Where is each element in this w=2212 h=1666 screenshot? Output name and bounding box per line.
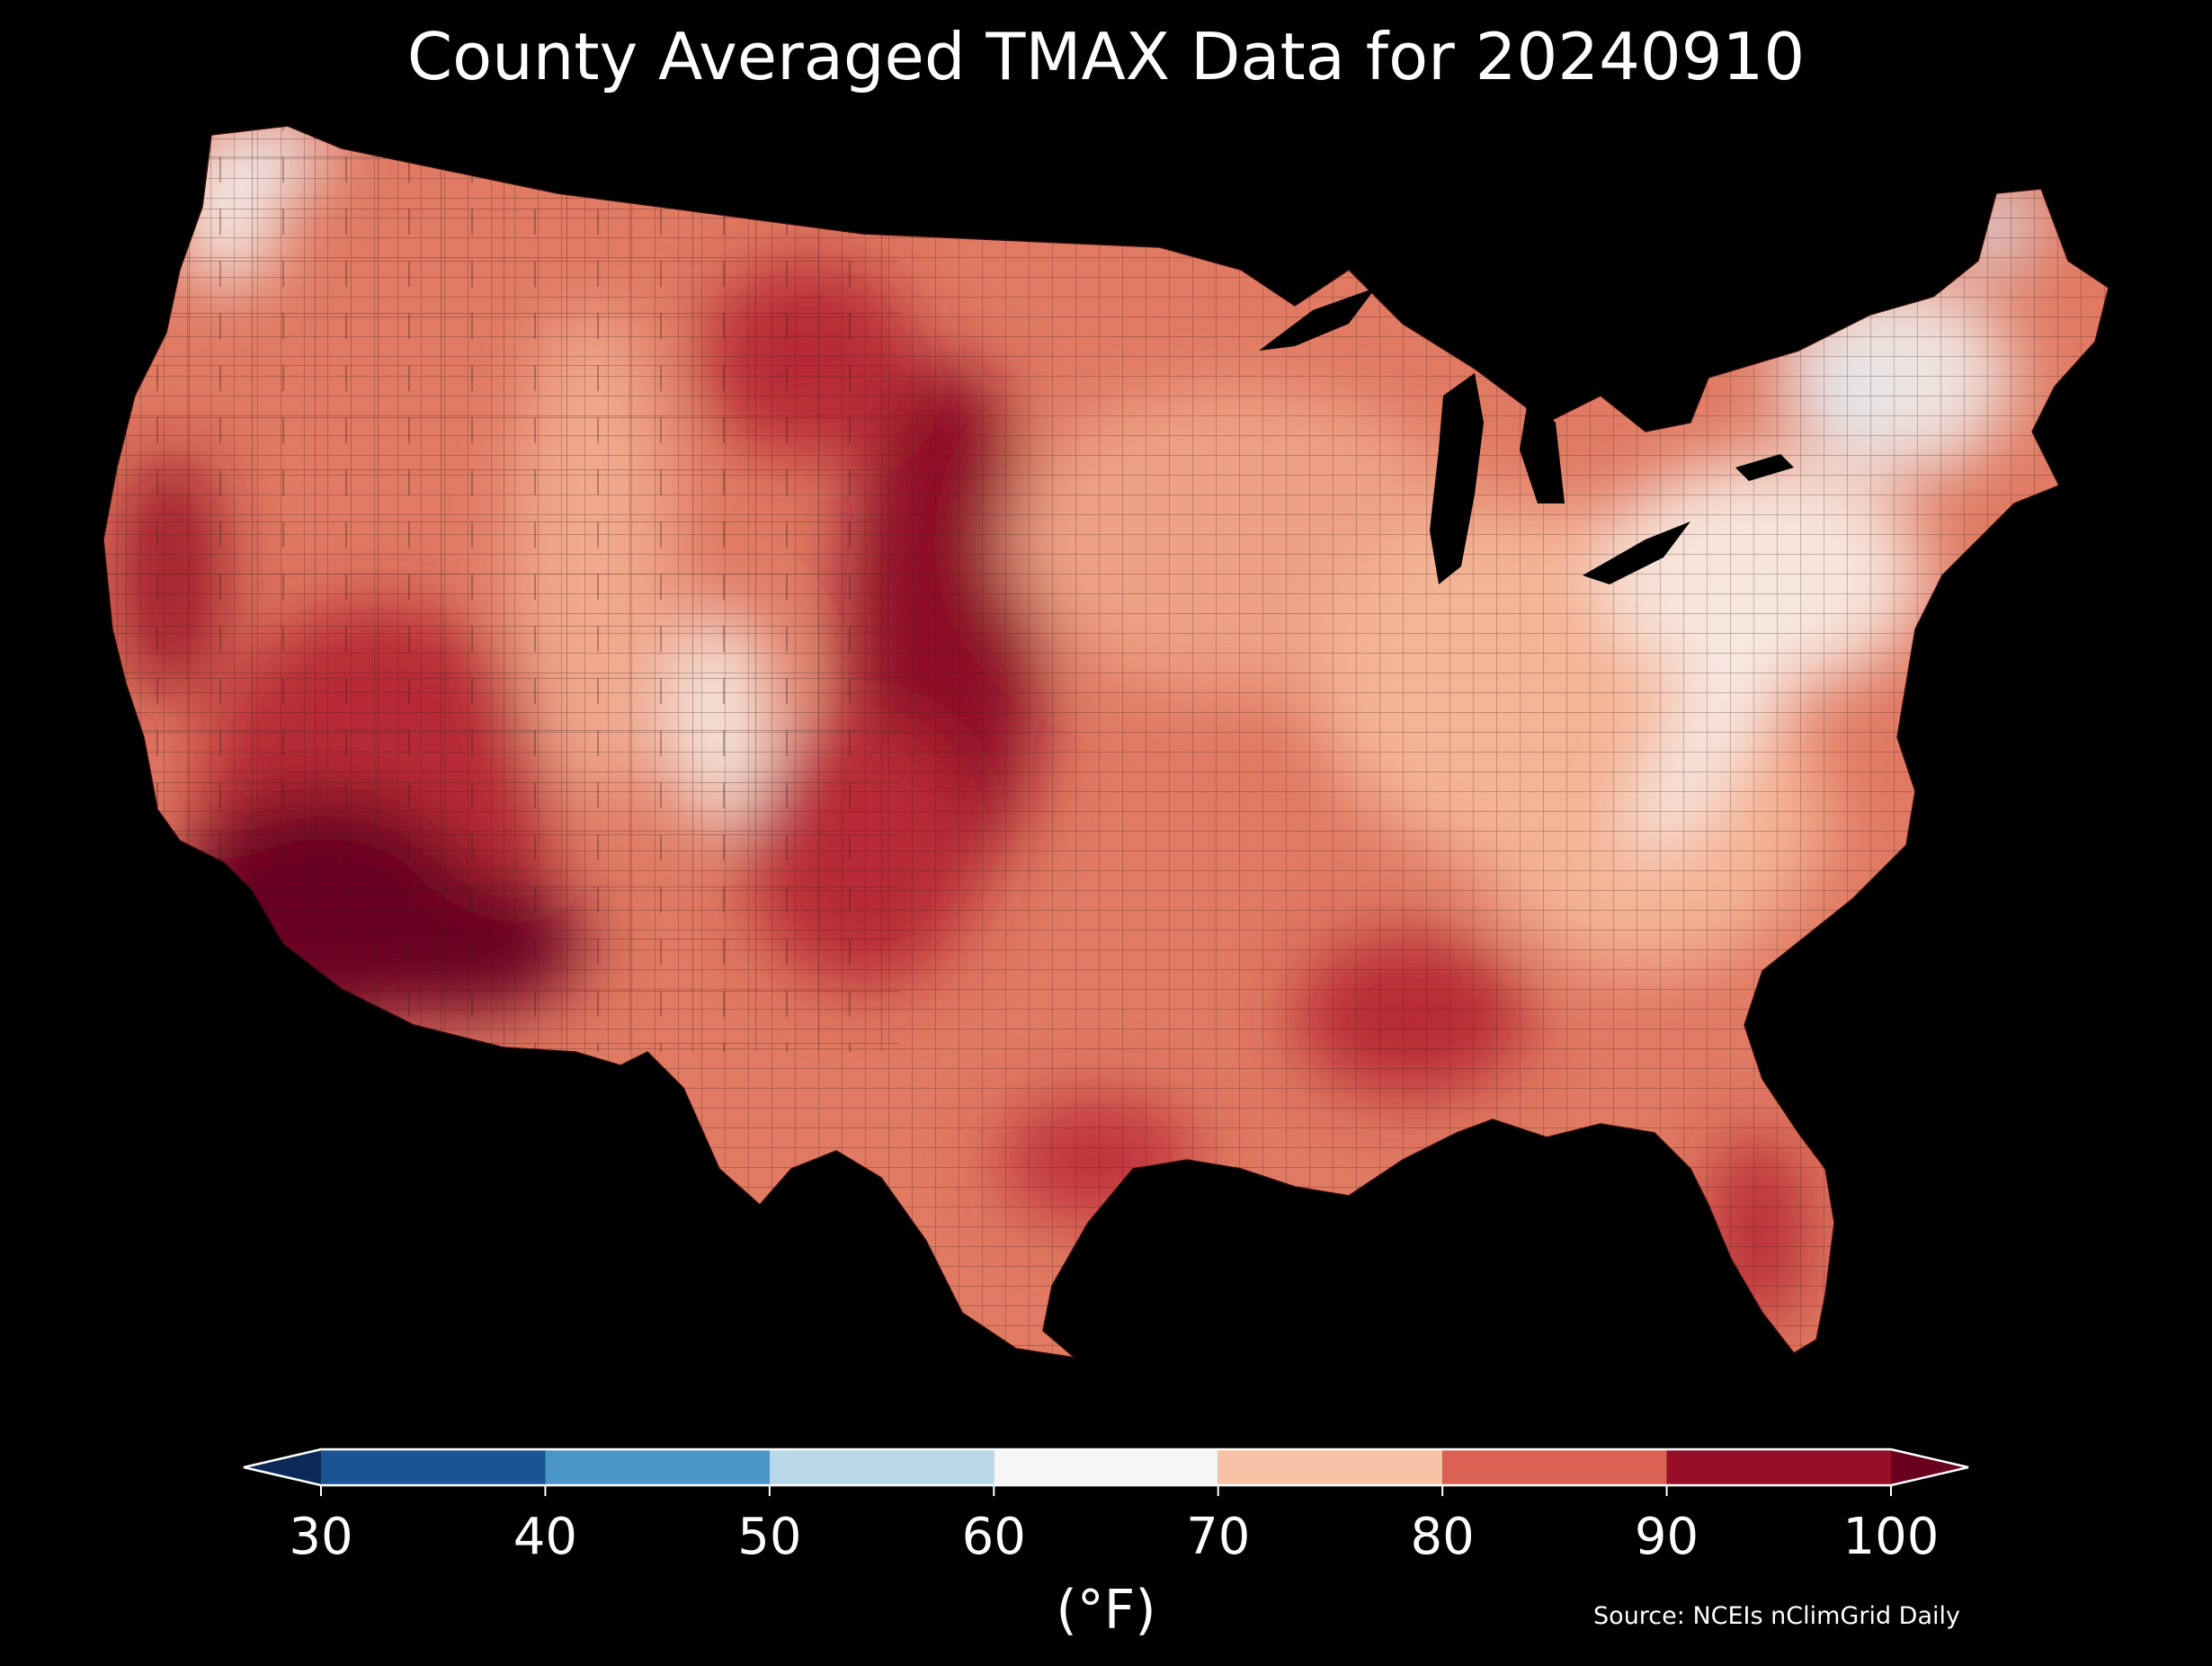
colorbar-bin-60-70 [994,1449,1218,1485]
colorbar-tick-70: 70 [1186,1508,1251,1566]
colorbar-bin-30-40 [321,1449,546,1485]
colorbar-bin-40-50 [545,1449,770,1485]
colorbar-tick-30: 30 [289,1508,353,1566]
lake-michigan [1430,373,1484,584]
source-note: Source: NCEIs nClimGrid Daily [1593,1602,1960,1630]
colorbar-bin-90-100 [1666,1449,1891,1485]
great-lakes [1259,288,1794,584]
colorbar-unit-label: (°F) [1056,1579,1156,1642]
colorbar [243,1448,1969,1496]
colorbar-tick-50: 50 [737,1508,802,1566]
colorbar-bin-70-80 [1217,1449,1443,1485]
county-borders-west [103,126,899,1052]
lake-ontario [1735,454,1794,481]
lake-erie [1583,521,1690,584]
colorbar-over-arrow [1891,1449,1968,1485]
colorbar-bin-50-60 [769,1449,995,1485]
colorbar-under-arrow [244,1449,321,1485]
colorbar-bin-80-90 [1442,1449,1667,1485]
colorbar-tick-60: 60 [961,1508,1026,1566]
colorbar-tick-100: 100 [1842,1508,1940,1566]
lake-huron [1520,396,1565,503]
chart-title: County Averaged TMAX Data for 20240910 [406,19,1806,94]
colorbar-tick-90: 90 [1634,1508,1699,1566]
colorbar-tick-40: 40 [513,1508,578,1566]
colorbar-tick-80: 80 [1410,1508,1475,1566]
lake-superior [1259,288,1376,351]
